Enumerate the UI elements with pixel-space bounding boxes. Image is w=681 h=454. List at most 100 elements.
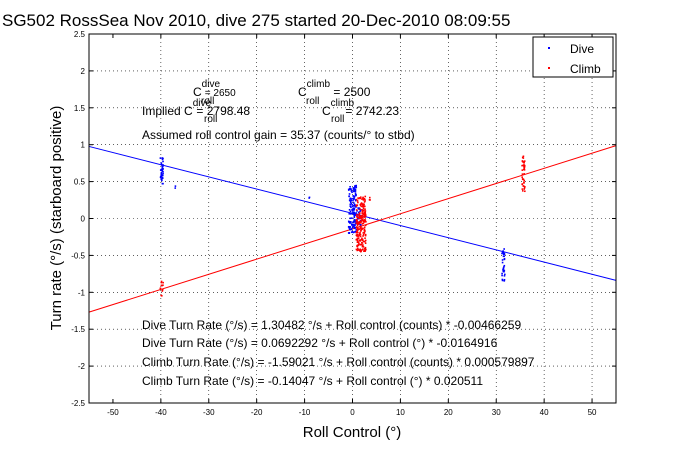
- implied-climb-subscript: roll: [331, 114, 344, 125]
- point-dive: [358, 211, 360, 214]
- point-climb: [356, 237, 359, 240]
- point-climb: [356, 249, 359, 252]
- point-dive: [347, 232, 350, 234]
- implied-climb-annotation: Cclimb = 2742.23: [322, 98, 399, 118]
- point-dive: [354, 214, 356, 216]
- point-climb: [355, 204, 358, 207]
- y-tick-label: -2: [78, 362, 86, 371]
- point-dive: [354, 224, 356, 227]
- point-climb: [359, 249, 361, 251]
- point-climb: [363, 221, 366, 223]
- point-dive: [349, 203, 352, 206]
- point-dive: [354, 199, 357, 202]
- point-dive: [503, 280, 506, 282]
- point-climb: [364, 237, 366, 239]
- point-climb: [356, 239, 359, 242]
- point-climb: [524, 190, 526, 193]
- point-dive: [349, 213, 352, 215]
- point-climb: [356, 234, 358, 236]
- point-climb: [362, 233, 365, 236]
- point-climb: [362, 209, 365, 212]
- point-climb: [356, 241, 359, 244]
- point-climb: [364, 216, 366, 219]
- point-climb: [361, 198, 363, 200]
- y-axis-label: Turn rate (°/s) (starboard positive): [48, 106, 65, 331]
- point-dive: [503, 264, 506, 267]
- point-climb: [523, 186, 526, 189]
- point-climb: [358, 214, 360, 216]
- point-climb: [364, 195, 367, 198]
- point-climb: [363, 215, 365, 217]
- point-dive: [502, 268, 504, 271]
- point-climb: [357, 201, 359, 204]
- point-climb: [362, 210, 364, 213]
- point-climb: [364, 219, 366, 222]
- point-climb: [362, 235, 364, 237]
- point-dive: [503, 266, 505, 268]
- point-dive: [349, 228, 351, 231]
- point-climb: [364, 233, 367, 236]
- point-dive: [348, 189, 350, 191]
- point-climb: [359, 217, 361, 219]
- point-climb: [361, 242, 364, 244]
- point-dive: [349, 222, 351, 224]
- point-dive: [160, 168, 163, 171]
- point-dive: [353, 226, 356, 228]
- point-dive: [162, 160, 164, 163]
- point-dive: [160, 176, 163, 178]
- point-climb: [356, 238, 359, 241]
- climb-eq-counts: Climb Turn Rate (°/s) = -1.59021 °/s + R…: [142, 355, 535, 369]
- point-dive: [354, 220, 357, 223]
- point-climb: [521, 178, 524, 181]
- point-dive: [161, 174, 163, 176]
- point-dive: [349, 210, 352, 213]
- point-dive: [353, 195, 356, 198]
- point-climb: [523, 167, 526, 170]
- point-climb: [521, 161, 524, 163]
- point-dive: [352, 205, 355, 207]
- point-dive: [348, 195, 351, 197]
- point-dive: [353, 213, 355, 216]
- x-tick-label: 30: [492, 408, 501, 417]
- point-dive: [350, 190, 353, 192]
- point-dive: [359, 210, 361, 213]
- point-climb: [160, 281, 163, 284]
- point-dive: [355, 228, 358, 231]
- point-climb: [364, 239, 367, 242]
- point-climb: [356, 215, 358, 218]
- point-climb: [361, 249, 363, 251]
- point-dive: [347, 226, 350, 228]
- dive-eq-counts: Dive Turn Rate (°/s) = 1.30482 °/s + Rol…: [142, 318, 521, 332]
- point-climb: [522, 185, 525, 187]
- point-climb: [360, 221, 362, 224]
- legend-climb-label: Climb: [570, 62, 601, 76]
- point-climb: [359, 212, 361, 214]
- point-climb: [523, 164, 526, 167]
- point-dive: [162, 170, 164, 173]
- point-dive: [350, 223, 353, 226]
- point-climb: [364, 224, 367, 227]
- chart-title: SG502 RossSea Nov 2010, dive 275 started…: [2, 11, 510, 30]
- point-dive: [353, 223, 355, 226]
- y-tick-label: -1: [78, 288, 86, 297]
- point-dive: [350, 206, 352, 209]
- point-dive: [353, 220, 355, 222]
- point-dive: [162, 182, 164, 185]
- point-climb: [357, 237, 360, 239]
- point-dive: [350, 212, 353, 215]
- point-climb: [362, 205, 364, 208]
- point-climb: [357, 223, 359, 225]
- implied-dive-subscript: roll: [204, 114, 217, 125]
- point-dive: [353, 219, 356, 221]
- point-climb: [356, 216, 359, 219]
- point-climb: [523, 173, 525, 175]
- point-climb: [362, 246, 365, 248]
- point-dive: [161, 164, 163, 166]
- point-dive: [350, 228, 353, 231]
- point-dive: [355, 184, 358, 187]
- point-climb: [162, 284, 164, 287]
- point-climb: [359, 220, 362, 222]
- point-climb: [356, 209, 358, 211]
- point-dive: [358, 207, 361, 209]
